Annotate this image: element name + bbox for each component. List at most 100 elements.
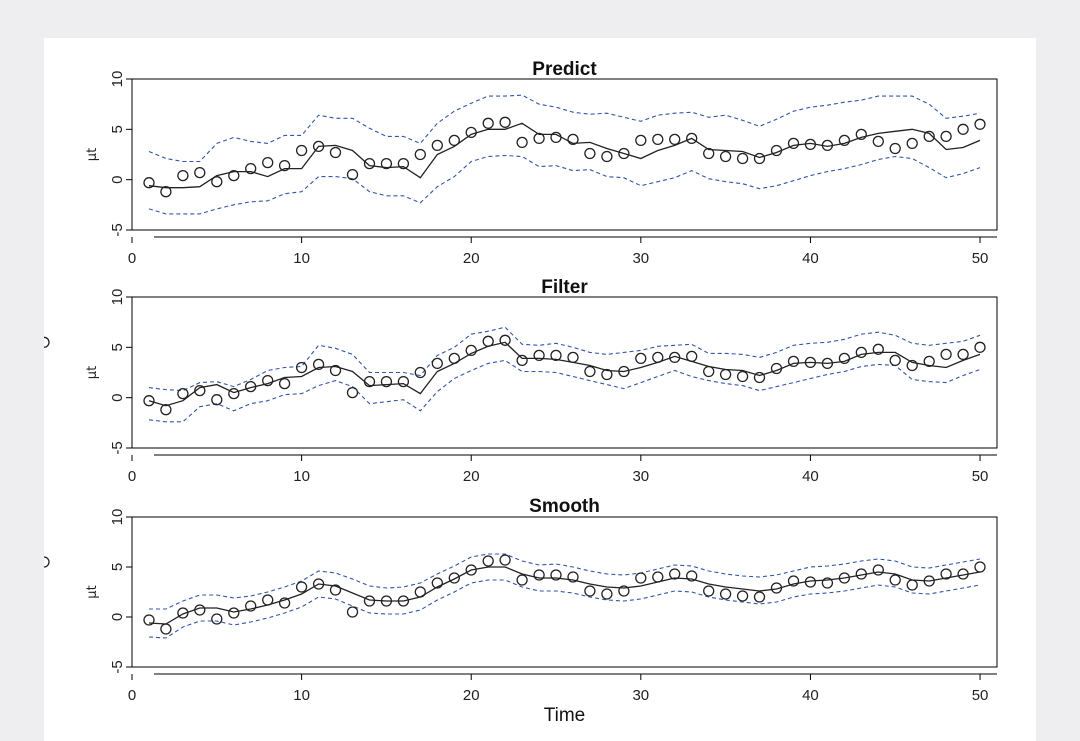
observation-point: [312, 578, 325, 590]
observation-point: [295, 361, 308, 374]
observation-point: [601, 368, 613, 381]
observation-point: [516, 136, 528, 149]
observation-point: [787, 355, 800, 368]
observation-point: [414, 148, 426, 161]
observation-point: [448, 572, 460, 584]
observation-point: [346, 168, 359, 181]
observation-point: [872, 564, 884, 576]
x-tick-label: 10: [293, 250, 310, 267]
plot-frame: [131, 296, 998, 449]
x-tick-label: 50: [972, 687, 989, 704]
observation-point: [278, 597, 291, 609]
observation-point: [550, 131, 562, 144]
observation-point: [245, 162, 257, 175]
observation-point: [397, 595, 410, 607]
observation-point: [940, 130, 952, 143]
x-tick-label: 30: [632, 250, 649, 267]
observation-point: [482, 117, 494, 129]
x-tick-label: 20: [463, 687, 480, 704]
lower-bound-line: [148, 154, 981, 215]
x-tick-label: 10: [293, 687, 310, 704]
observation-point: [482, 335, 494, 347]
observation-point: [516, 574, 528, 586]
observation-point: [618, 585, 630, 597]
observation-point: [346, 386, 359, 399]
observation-point: [329, 584, 342, 596]
observation-point: [431, 357, 443, 370]
x-tick-label: 0: [128, 468, 136, 485]
observation-point: [465, 126, 477, 139]
observation-point: [770, 582, 783, 594]
lower-bound-line: [148, 579, 981, 639]
observation-point: [448, 352, 460, 365]
observation-point: [312, 140, 325, 153]
observation-point: [855, 568, 867, 580]
y-tick-label: 0: [109, 175, 126, 183]
observation-point: [719, 150, 732, 163]
x-tick-label: 50: [972, 468, 989, 485]
x-tick-label: 30: [632, 687, 649, 704]
observation-point: [499, 334, 511, 346]
x-axis-label: Time: [544, 705, 586, 726]
observation-point: [652, 133, 664, 146]
x-tick-label: 20: [463, 250, 480, 267]
observation-point: [262, 594, 274, 606]
observation-point: [957, 123, 969, 135]
observation-point: [177, 607, 189, 619]
observation-point: [855, 346, 867, 359]
observation-point: [567, 571, 579, 583]
observation-point: [143, 614, 155, 626]
x-tick-label: 40: [802, 468, 819, 485]
observation-point: [770, 362, 783, 375]
observation-point: [533, 349, 545, 362]
observation-point: [635, 572, 647, 584]
observation-point: [719, 588, 732, 600]
observation-point: [821, 357, 834, 370]
observation-point: [669, 568, 681, 580]
observation-point: [957, 568, 969, 580]
observation-point: [686, 132, 698, 145]
observation-point: [194, 166, 206, 179]
observation-point: [194, 384, 206, 397]
observation-point: [601, 150, 613, 163]
observation-point: [211, 613, 223, 625]
observation-point: [245, 600, 257, 612]
plot-frame: [131, 78, 998, 231]
observation-point: [499, 554, 511, 566]
observation-point: [329, 364, 342, 377]
observation-point: [584, 147, 596, 160]
y-tick-label: 0: [109, 613, 126, 621]
observation-point: [618, 147, 630, 160]
observation-point: [211, 394, 223, 406]
observation-point: [211, 176, 223, 188]
observation-point: [278, 377, 291, 390]
figure: Predict 0 10 20 30 40 50 -5 0 5 10 μt Filter 0 10 20 30 4…: [44, 38, 1036, 741]
observation-point: [940, 348, 952, 361]
observation-point: [245, 380, 257, 393]
observation-point: [906, 579, 918, 591]
panel-title: Smooth: [529, 496, 600, 517]
observation-point: [923, 355, 935, 368]
y-axis-label: μt: [85, 585, 100, 598]
observation-point: [448, 134, 460, 147]
observation-point: [465, 564, 477, 576]
observation-point: [44, 336, 50, 348]
y-tick-label: -5: [109, 441, 126, 454]
observation-point: [974, 561, 986, 573]
observation-point: [838, 352, 851, 365]
observation-point: [736, 152, 749, 165]
upper-bound-line: [148, 326, 981, 392]
observation-point: [363, 375, 376, 388]
observation-point: [652, 351, 664, 364]
observation-point: [160, 186, 172, 198]
observation-point: [906, 359, 918, 372]
observation-point: [363, 157, 376, 170]
observation-point: [160, 623, 172, 635]
panel-title: Predict: [532, 59, 597, 80]
observation-point: [567, 351, 579, 364]
observation-point: [44, 556, 50, 568]
observation-point: [821, 577, 834, 589]
observation-point: [923, 130, 935, 143]
observation-point: [295, 581, 308, 593]
observation-point: [686, 570, 698, 582]
